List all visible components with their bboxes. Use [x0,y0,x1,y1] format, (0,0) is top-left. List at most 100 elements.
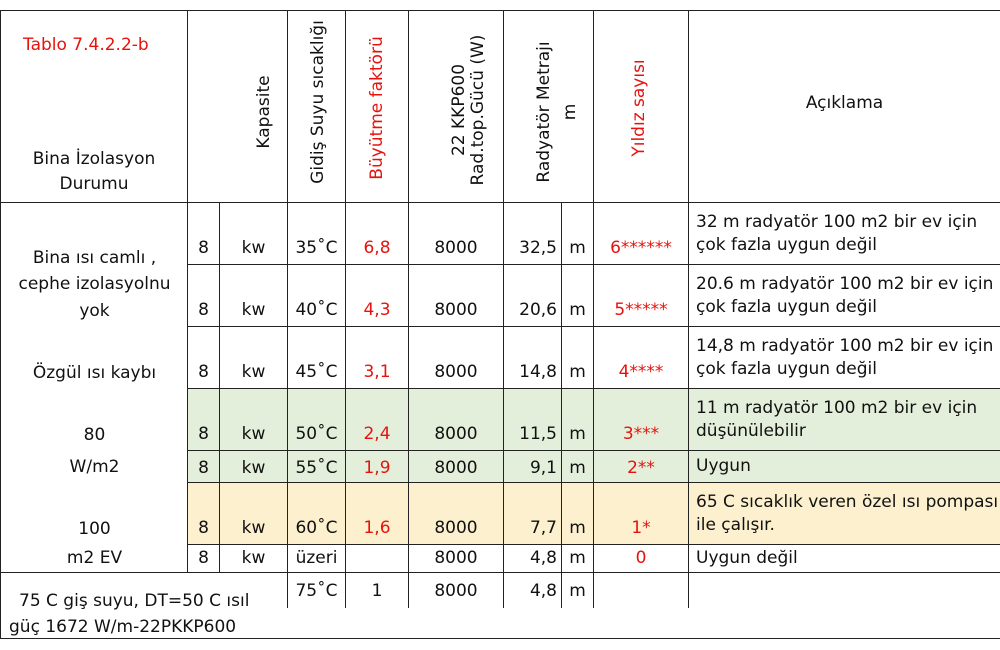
kkp-label-2: Rad.top.Gücü (W) [468,34,488,186]
cell-desc-text: 32 m radyatör 100 m2 bir ev için çok faz… [696,211,978,255]
cell-factor: 1,9 [345,450,408,482]
cell-kap: 8 [187,326,219,388]
cell-stars-text: 2** [627,458,655,478]
cell-desc: Uygun değil [688,544,1000,572]
cell-len-text: 14,8 [519,362,557,382]
cell-temp-text: üzeri [295,548,338,568]
stars-rule-right [688,10,689,608]
footer-factor: 1 [345,572,408,608]
cell-power: 8000 [408,450,503,482]
cell-kap: 8 [187,202,219,264]
cell-m-text: m [569,458,586,478]
cell-m: m [561,202,593,264]
cell-stars-text: 1* [631,518,651,538]
cell-m: m [561,388,593,450]
radyator-label: Radyatör Metrajı [534,41,554,183]
cell-desc-text: Uygun değil [696,548,798,568]
cell-unit: kw [219,264,287,326]
cell-kap-text: 8 [198,362,209,382]
cell-m-text: m [569,362,586,382]
cell-kap: 8 [187,450,219,482]
cell-temp: üzeri [287,544,345,572]
cell-power: 8000 [408,482,503,544]
cell-factor-text: 4,3 [363,300,391,320]
side-label-block: Bina ısı camlı , cephe izolasyolnu yok Ö… [0,202,187,572]
cell-kap-text: 8 [198,300,209,320]
cell-kap-text: 8 [198,548,209,568]
cell-power: 8000 [408,388,503,450]
side-b5: 80 [83,425,106,445]
cell-len-text: 9,1 [529,458,557,478]
cell-desc-text: Uygun [696,456,751,476]
cell-stars-text: 4**** [618,362,664,382]
footer-temp: 75˚C [287,572,345,608]
header-kapasite: Kapasite [187,10,287,202]
header-yildiz: Yıldız sayısı [593,10,688,202]
cell-temp: 45˚C [287,326,345,388]
footer-note-2: güç 1672 W/m-22PKKP600 [9,617,237,637]
cell-desc: 32 m radyatör 100 m2 bir ev için çok faz… [688,202,1000,264]
footer-factor-value: 1 [371,580,383,601]
cell-unit-text: kw [241,548,266,568]
cell-factor-text: 1,6 [363,518,391,538]
header-gidis: Gidiş Suyu sıcaklığı [287,10,345,202]
cell-unit: kw [219,482,287,544]
cell-m-text: m [569,518,586,538]
cell-power-text: 8000 [434,300,478,320]
gidis-label: Gidiş Suyu sıcaklığı [308,20,328,184]
cell-desc: 65 C sıcaklık veren özel ısı pompası ile… [688,482,1000,544]
cell-power: 8000 [408,202,503,264]
cell-factor-text: 6,8 [363,238,391,258]
cell-len-text: 32,5 [519,238,557,258]
header-aciklama: Açıklama [688,10,1000,202]
footer-m-value: m [569,580,586,601]
cell-stars: 1* [593,482,688,544]
buyutme-label: Büyütme faktörü [367,36,387,180]
cell-len-text: 11,5 [519,424,557,444]
cell-temp: 40˚C [287,264,345,326]
bina-label: Bina İzolasyon Durumu [32,149,156,194]
cell-m: m [561,544,593,572]
cell-m: m [561,326,593,388]
header-title-cell: Tablo 7.4.2.2-b Bina İzolasyon Durumu [0,10,187,202]
cell-desc-text: 11 m radyatör 100 m2 bir ev için düşünül… [696,397,978,441]
cell-stars: 0 [593,544,688,572]
cell-desc: 14,8 m radyatör 100 m2 bir ev için çok f… [688,326,1000,388]
cell-len: 14,8 [503,326,561,388]
cell-factor: 4,3 [345,264,408,326]
cell-kap-text: 8 [198,518,209,538]
cell-unit-text: kw [241,300,266,320]
cell-stars: 5***** [593,264,688,326]
cell-factor-text: 1,9 [363,458,391,478]
cell-unit: kw [219,202,287,264]
cell-len-text: 20,6 [519,300,557,320]
cell-power: 8000 [408,544,503,572]
cell-unit: kw [219,388,287,450]
cell-temp-text: 45˚C [295,362,338,382]
cell-m-text: m [569,238,586,258]
cell-factor: 6,8 [345,202,408,264]
cell-power: 8000 [408,264,503,326]
cell-kap-text: 8 [198,238,209,258]
cell-factor-text: 3,1 [363,362,391,382]
cell-m: m [561,482,593,544]
cell-factor [345,544,408,572]
header-buyutme: Büyütme faktörü [345,10,408,202]
cell-unit-text: kw [241,362,266,382]
cell-temp-text: 60˚C [295,518,338,538]
cell-temp-text: 35˚C [295,238,338,258]
cell-temp-text: 40˚C [295,300,338,320]
cell-power-text: 8000 [434,518,478,538]
cell-desc: 11 m radyatör 100 m2 bir ev için düşünül… [688,388,1000,450]
cell-desc-text: 20.6 m radyatör 100 m2 bir ev için çok f… [696,273,994,317]
stars-rule-left [593,10,594,608]
cell-m-text: m [569,300,586,320]
cell-desc: 20.6 m radyatör 100 m2 bir ev için çok f… [688,264,1000,326]
cell-unit-text: kw [241,458,266,478]
side-b3: yok [79,301,110,321]
cell-kap: 8 [187,482,219,544]
side-b4: Özgül ısı kaybı [32,363,157,383]
cell-len: 32,5 [503,202,561,264]
cell-temp: 60˚C [287,482,345,544]
